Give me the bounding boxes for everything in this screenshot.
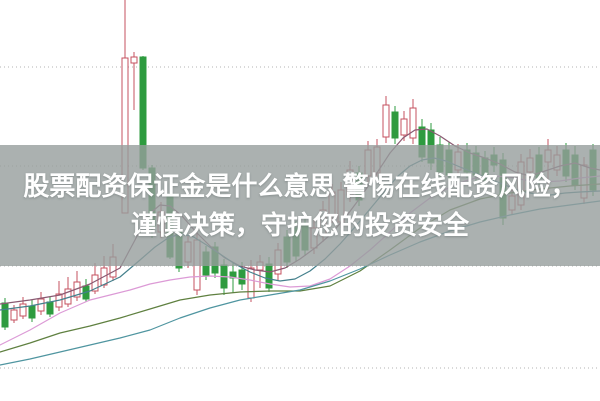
candle-up: [400, 118, 408, 136]
candle-up: [19, 303, 27, 317]
headline-line-1: 股票配资保证金是什么意思 警惕在线配资风险，: [23, 170, 577, 201]
candle-up: [409, 107, 417, 139]
candle-up: [130, 56, 138, 64]
candle-down: [391, 111, 399, 139]
candle-up: [37, 298, 45, 312]
candle-down: [238, 269, 246, 285]
candle-down: [46, 301, 54, 315]
candle-down: [28, 305, 36, 319]
candle-up: [382, 104, 390, 138]
candle-up: [10, 309, 18, 321]
candle-down: [1, 302, 9, 328]
headline-line-2: 谨慎决策，守护您的投资安全: [130, 209, 469, 240]
headline-overlay-band: 股票配资保证金是什么意思 警惕在线配资风险， 谨慎决策，守护您的投资安全: [0, 145, 600, 266]
